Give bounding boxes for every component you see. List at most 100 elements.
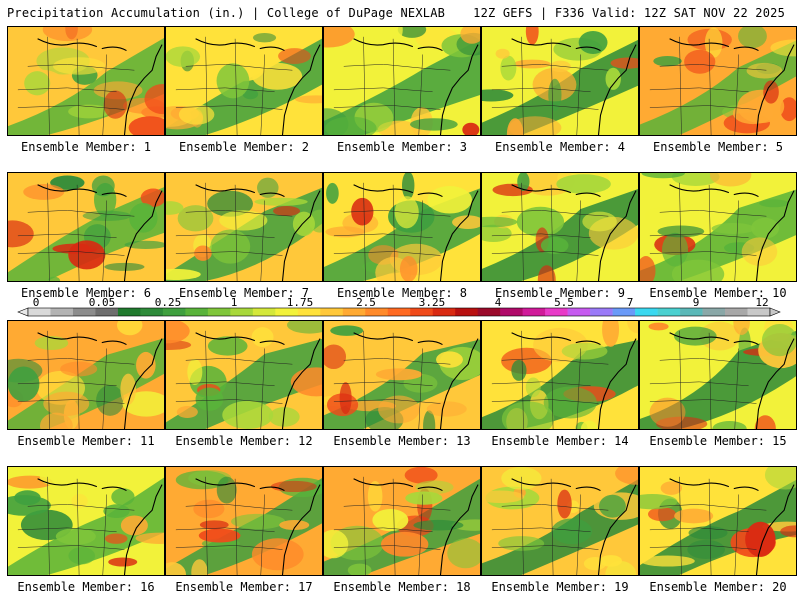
colorbar-segment [680,308,703,316]
state-border [392,38,396,135]
precip-contour [270,480,317,493]
state-border [333,399,441,404]
state-border [734,494,739,575]
precip-contour [129,202,158,233]
member-caption: Ensemble Member: 15 [649,434,787,448]
state-border [17,251,125,256]
precip-contour [399,256,418,281]
state-border [260,200,265,281]
precip-contour [763,80,779,104]
precip-map [639,172,797,282]
state-border [363,182,366,281]
precip-contour [413,519,464,531]
precip-contour [640,555,695,567]
ensemble-panel: Ensemble Member: 16 [7,466,165,600]
precip-contour [251,327,274,348]
coastline [123,44,163,135]
state-border [47,182,50,281]
member-caption: Ensemble Member: 11 [17,434,155,448]
great-lakes-outline [37,38,98,48]
precip-contour [325,116,377,135]
state-border [102,494,107,575]
state-border [175,527,275,533]
precip-contour [738,27,767,49]
great-lakes-outline [417,340,443,346]
colorbar-segment [50,308,74,316]
colorbar-segment [410,308,434,316]
precip-contour [166,201,184,215]
precip-contour [380,531,429,557]
state-border [185,504,293,511]
precip-contour [251,538,304,571]
colorbar-segment [185,308,209,316]
member-caption: Ensemble Member: 6 [20,286,152,300]
great-lakes-outline [37,478,98,488]
precip-contour [482,216,518,228]
colorbar-segment [635,308,658,316]
state-border [679,36,682,135]
precip-contour [482,490,525,504]
colorbar-segment [522,308,546,316]
precip-map [165,26,323,136]
precip-contour [198,528,241,543]
precip-contour [648,322,669,331]
state-border [333,251,441,256]
precip-contour [117,321,143,336]
precip-contour [372,509,409,532]
state-border [679,476,682,575]
state-border [659,64,767,71]
colorbar-segment [365,308,389,316]
member-caption: Ensemble Member: 9 [494,286,626,300]
precip-contour [548,78,562,111]
precip-contour [91,175,115,197]
state-border [76,184,80,281]
precip-contour [216,476,237,504]
state-border [491,381,591,387]
great-lakes-outline [259,46,285,52]
ensemble-panel: Ensemble Member: 9 [481,172,639,306]
precip-contour [627,321,638,334]
colorbar-segment [275,308,299,316]
colorbar-tick-label: 2.5 [356,296,376,309]
ensemble-panel: Ensemble Member: 14 [481,320,639,454]
coastline [755,338,795,429]
precip-contour [166,562,187,575]
colorbar-right-arrow [769,307,781,317]
precip-contour [279,520,310,531]
coastline [597,484,637,575]
great-lakes-outline [511,184,572,194]
state-border [679,330,682,429]
member-caption: Ensemble Member: 5 [652,140,784,154]
great-lakes-outline [195,478,256,488]
great-lakes-outline [37,184,98,194]
precip-contour [104,533,128,544]
precip-contour [501,401,555,429]
precip-contour [673,326,717,346]
precip-contour [252,62,303,90]
precip-contour [640,256,656,281]
great-lakes-outline [733,192,759,198]
precip-contour [551,518,593,545]
colorbar-segment [612,308,636,316]
state-border [234,38,238,135]
state-border [550,184,554,281]
precip-contour [55,528,96,545]
state-border [17,381,117,387]
precip-contour [761,324,796,357]
colorbar-tick-label: 7 [627,296,634,309]
precip-contour [207,190,253,217]
precip-contour [684,49,716,74]
state-border [649,87,749,93]
coastline [755,484,795,575]
precip-contour [602,321,620,347]
state-border [333,381,433,387]
precip-map [481,320,639,430]
state-border [491,105,599,110]
colorbar-segment [207,308,231,316]
great-lakes-outline [733,46,759,52]
precip-contour [103,504,130,519]
precip-contour [124,240,164,249]
precip-contour [745,521,776,557]
precip-contour [543,386,597,419]
state-border [102,54,107,135]
